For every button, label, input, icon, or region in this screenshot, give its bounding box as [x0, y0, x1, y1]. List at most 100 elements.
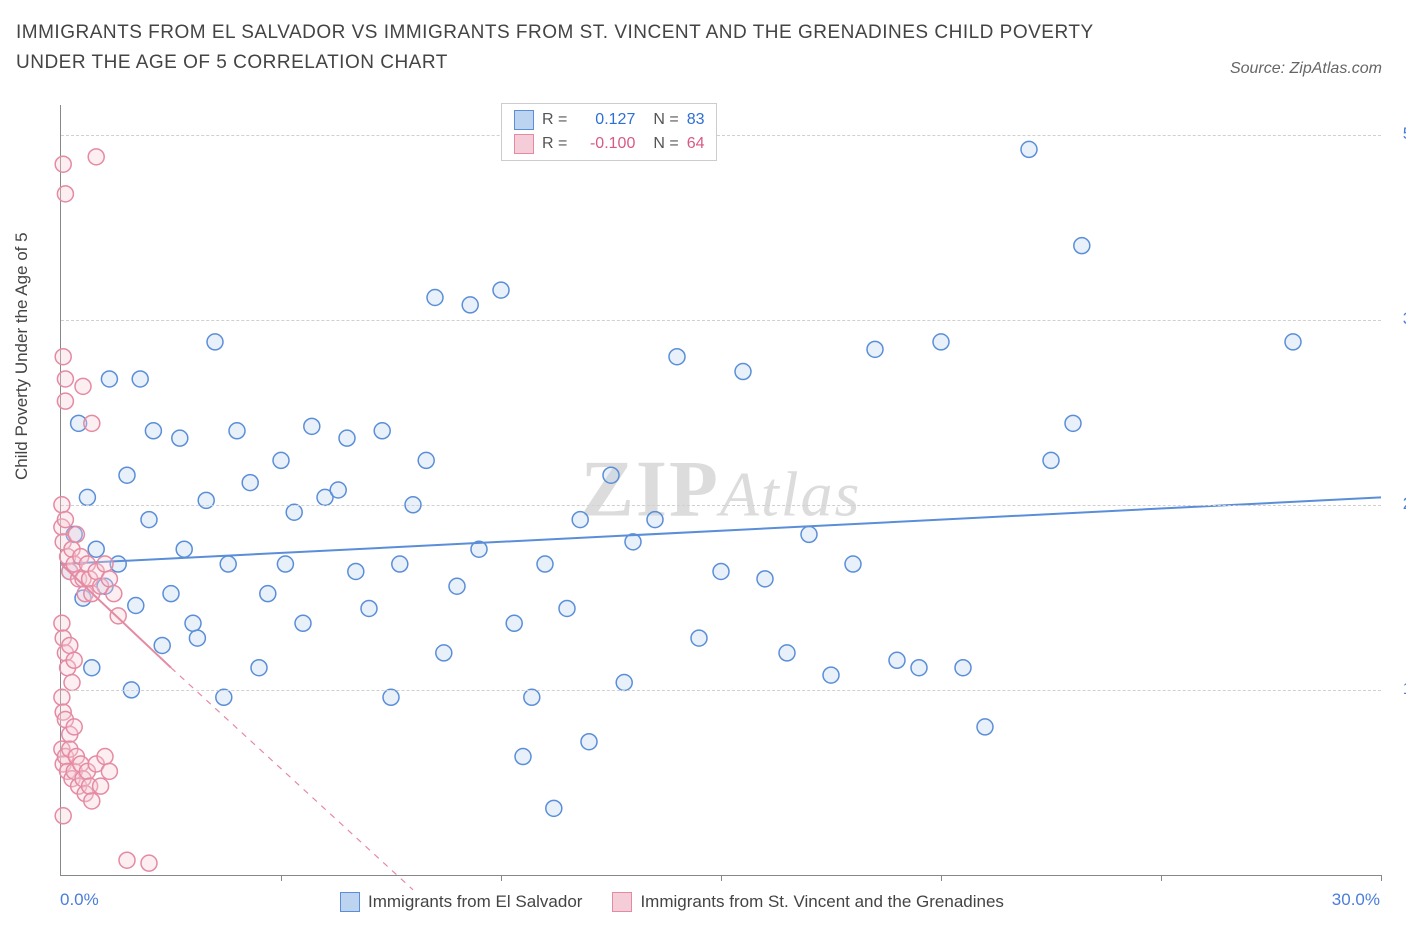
- scatter-point-el_salvador: [933, 334, 949, 350]
- scatter-point-el_salvador: [145, 423, 161, 439]
- scatter-point-st_vincent: [106, 586, 122, 602]
- scatter-point-st_vincent: [57, 371, 73, 387]
- scatter-point-el_salvador: [277, 556, 293, 572]
- legend-bottom: Immigrants from El Salvador Immigrants fr…: [340, 892, 1004, 912]
- scatter-point-el_salvador: [515, 749, 531, 765]
- scatter-point-st_vincent: [101, 763, 117, 779]
- legend-r-value: 0.127: [575, 108, 635, 132]
- scatter-point-el_salvador: [141, 512, 157, 528]
- legend-n-value: 64: [687, 132, 705, 156]
- scatter-point-el_salvador: [449, 578, 465, 594]
- scatter-point-st_vincent: [64, 675, 80, 691]
- trendline-dash-st_vincent: [171, 668, 413, 890]
- scatter-point-el_salvador: [889, 652, 905, 668]
- scatter-point-el_salvador: [185, 615, 201, 631]
- scatter-point-el_salvador: [348, 563, 364, 579]
- scatter-point-el_salvador: [132, 371, 148, 387]
- x-axis-min-label: 0.0%: [60, 890, 99, 910]
- scatter-point-el_salvador: [101, 371, 117, 387]
- legend-top-row: R =-0.100N =64: [514, 132, 704, 156]
- scatter-point-st_vincent: [68, 526, 84, 542]
- scatter-point-el_salvador: [163, 586, 179, 602]
- scatter-point-st_vincent: [55, 808, 71, 824]
- scatter-point-el_salvador: [572, 512, 588, 528]
- gridline-h: [61, 690, 1381, 691]
- scatter-point-el_salvador: [845, 556, 861, 572]
- legend-bottom-label: Immigrants from St. Vincent and the Gren…: [640, 892, 1003, 912]
- scatter-point-el_salvador: [581, 734, 597, 750]
- legend-n-value: 83: [687, 108, 705, 132]
- chart-title: IMMIGRANTS FROM EL SALVADOR VS IMMIGRANT…: [16, 18, 1136, 79]
- scatter-point-st_vincent: [66, 652, 82, 668]
- scatter-point-el_salvador: [374, 423, 390, 439]
- legend-n-label: N =: [653, 108, 678, 132]
- scatter-point-st_vincent: [141, 855, 157, 871]
- scatter-point-el_salvador: [260, 586, 276, 602]
- legend-swatch: [340, 892, 360, 912]
- scatter-point-el_salvador: [295, 615, 311, 631]
- scatter-point-el_salvador: [88, 541, 104, 557]
- y-tick-label: 37.5%: [1391, 309, 1406, 329]
- scatter-point-st_vincent: [54, 689, 70, 705]
- scatter-point-el_salvador: [436, 645, 452, 661]
- legend-bottom-label: Immigrants from El Salvador: [368, 892, 582, 912]
- gridline-h: [61, 505, 1381, 506]
- trendline-el_salvador: [61, 497, 1381, 564]
- legend-swatch: [514, 110, 534, 130]
- scatter-point-st_vincent: [110, 608, 126, 624]
- scatter-point-st_vincent: [84, 793, 100, 809]
- scatter-point-st_vincent: [57, 512, 73, 528]
- x-axis-max-label: 30.0%: [1332, 890, 1380, 910]
- scatter-point-el_salvador: [1285, 334, 1301, 350]
- scatter-point-st_vincent: [93, 778, 109, 794]
- scatter-point-el_salvador: [198, 492, 214, 508]
- scatter-point-st_vincent: [88, 149, 104, 165]
- y-axis-label: Child Poverty Under the Age of 5: [12, 232, 32, 480]
- scatter-point-el_salvador: [537, 556, 553, 572]
- scatter-point-el_salvador: [216, 689, 232, 705]
- scatter-point-el_salvador: [977, 719, 993, 735]
- scatter-point-el_salvador: [506, 615, 522, 631]
- scatter-point-el_salvador: [251, 660, 267, 676]
- scatter-point-el_salvador: [383, 689, 399, 705]
- scatter-point-st_vincent: [57, 393, 73, 409]
- scatter-point-el_salvador: [79, 489, 95, 505]
- scatter-point-el_salvador: [418, 452, 434, 468]
- scatter-point-el_salvador: [128, 598, 144, 614]
- scatter-point-el_salvador: [229, 423, 245, 439]
- scatter-point-el_salvador: [84, 660, 100, 676]
- scatter-point-el_salvador: [1043, 452, 1059, 468]
- scatter-point-el_salvador: [273, 452, 289, 468]
- scatter-point-el_salvador: [779, 645, 795, 661]
- scatter-point-st_vincent: [97, 749, 113, 765]
- scatter-point-st_vincent: [101, 571, 117, 587]
- scatter-point-el_salvador: [304, 418, 320, 434]
- x-tick: [1381, 875, 1382, 881]
- scatter-point-el_salvador: [911, 660, 927, 676]
- scatter-point-el_salvador: [603, 467, 619, 483]
- scatter-point-el_salvador: [757, 571, 773, 587]
- scatter-point-el_salvador: [339, 430, 355, 446]
- scatter-point-el_salvador: [172, 430, 188, 446]
- scatter-point-el_salvador: [1021, 141, 1037, 157]
- scatter-point-st_vincent: [62, 637, 78, 653]
- scatter-point-el_salvador: [616, 675, 632, 691]
- scatter-point-st_vincent: [75, 378, 91, 394]
- legend-swatch: [612, 892, 632, 912]
- plot-area: ZIPAtlas 12.5%25.0%37.5%50.0%R =0.127N =…: [60, 105, 1381, 876]
- scatter-point-el_salvador: [669, 349, 685, 365]
- scatter-point-el_salvador: [735, 364, 751, 380]
- scatter-point-el_salvador: [493, 282, 509, 298]
- y-tick-label: 12.5%: [1391, 679, 1406, 699]
- gridline-h: [61, 320, 1381, 321]
- source-label: Source: ZipAtlas.com: [1230, 60, 1382, 78]
- gridline-h: [61, 135, 1381, 136]
- scatter-point-el_salvador: [427, 290, 443, 306]
- scatter-point-el_salvador: [823, 667, 839, 683]
- y-tick-label: 50.0%: [1391, 124, 1406, 144]
- scatter-svg: [61, 105, 1381, 875]
- scatter-point-el_salvador: [1074, 238, 1090, 254]
- scatter-point-st_vincent: [55, 349, 71, 365]
- scatter-point-el_salvador: [955, 660, 971, 676]
- scatter-point-el_salvador: [691, 630, 707, 646]
